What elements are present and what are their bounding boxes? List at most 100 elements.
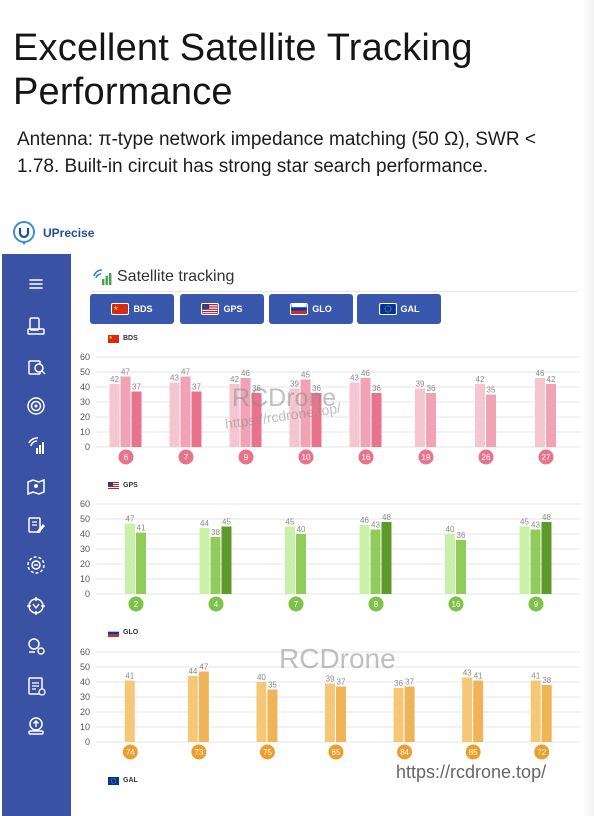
bar [120,376,131,447]
satellite-id-badge [298,449,314,465]
tab-gps[interactable]: GPS [180,294,264,324]
section-label-gps: GPS [123,482,138,489]
satellite-id-label: 8 [374,600,379,609]
panel-title-text: Satellite tracking [117,268,235,285]
bar [456,540,466,594]
bar-value-label: 41 [125,672,134,681]
tab-gal[interactable]: GAL [357,294,441,324]
bar [462,677,473,742]
bar-value-label: 38 [211,528,220,537]
bar [240,378,251,447]
bar-value-label: 48 [382,513,391,522]
bar [289,388,300,447]
satellite-id-label: 7 [184,453,189,462]
bar-value-label: 47 [126,515,135,524]
satellite-id-badge [528,596,544,612]
watermark-brand-mid: RCDrone [279,643,396,674]
bar-value-label: 43 [463,669,472,678]
edit-icon[interactable] [25,514,47,536]
y-tick-label: 20 [80,559,90,569]
brand[interactable]: UPrecise [11,220,94,246]
satellite-id-label: 7 [294,600,299,609]
bar-value-label: 46 [536,369,545,378]
bar-value-label: 41 [474,672,483,681]
upload-icon[interactable] [25,715,47,737]
bar [169,382,180,447]
eu-flag-icon [378,303,397,315]
bar-value-label: 46 [241,369,250,378]
satellite-id-badge [358,449,374,465]
description: Antenna: π-type network impedance matchi… [17,129,536,177]
bar [251,393,262,447]
panel-title: Satellite tracking [93,268,234,286]
satellite-id-label: 19 [422,453,431,462]
bar [546,384,556,447]
bar-value-label: 42 [230,375,239,384]
tab-bds[interactable]: BDS [90,294,174,324]
bar [124,680,135,742]
satellite-id-badge [448,596,464,612]
page-edge-shade [582,0,594,816]
bar [136,532,146,594]
map-icon[interactable] [25,476,47,498]
bar-value-label: 37 [132,383,141,392]
y-tick-label: 10 [80,427,90,437]
satellite-id-label: 72 [537,748,546,757]
location-pin-u-icon [13,221,35,245]
satellite-id-label: 85 [469,748,478,757]
bar [131,391,142,447]
satellite-id-label: 65 [332,748,341,757]
menu-icon[interactable] [25,273,47,295]
russia-flag-icon [108,629,119,637]
tab-glo-label: GLO [312,304,332,314]
list-icon[interactable] [25,675,47,697]
satellite-id-label: 9 [244,453,249,462]
bar-value-label: 37 [405,678,414,687]
satellite-id-badge [534,744,550,760]
bar-value-label: 42 [476,375,485,384]
bar-value-label: 43 [170,374,179,383]
sidebar [2,254,71,816]
network-icon[interactable] [25,635,47,657]
y-tick-label: 0 [85,589,90,599]
bar [360,378,371,447]
bar [541,522,552,594]
bar-value-label: 41 [531,672,540,681]
section-label-gal: GAL [123,777,138,784]
satellite-id-label: 27 [542,453,551,462]
bar-value-label: 45 [222,518,231,527]
bar-value-label: 47 [121,368,130,377]
bar-value-label: 36 [457,531,466,540]
y-tick-label: 0 [85,737,90,747]
satellite-id-badge [208,596,224,612]
y-tick-label: 40 [80,677,90,687]
bar [473,680,484,742]
satellite-id-label: 75 [263,748,272,757]
device-icon[interactable] [25,315,47,337]
tab-glo[interactable]: GLO [269,294,353,324]
satellite-signal-icon[interactable] [25,435,47,457]
satellite-id-badge [368,596,384,612]
y-tick-label: 50 [80,514,90,524]
y-tick-label: 30 [80,544,90,554]
bar [267,689,278,742]
bar [475,384,485,447]
bar-value-label: 36 [394,679,403,688]
satellite-id-badge [178,449,194,465]
satellite-id-label: 4 [214,600,219,609]
gps-settings-icon[interactable] [25,595,47,617]
bar [256,682,267,742]
bar-value-label: 43 [350,374,359,383]
bar-value-label: 38 [542,676,551,685]
bar [370,529,381,594]
bar [191,391,202,447]
target-icon[interactable] [25,395,47,417]
bar [285,526,295,594]
settings-search-icon[interactable] [25,356,47,378]
bar-value-label: 45 [520,518,529,527]
satellite-id-label: 10 [302,453,311,462]
bar-value-label: 42 [547,375,556,384]
bar [415,388,425,447]
compass-icon[interactable] [25,554,47,576]
y-tick-label: 10 [80,722,90,732]
